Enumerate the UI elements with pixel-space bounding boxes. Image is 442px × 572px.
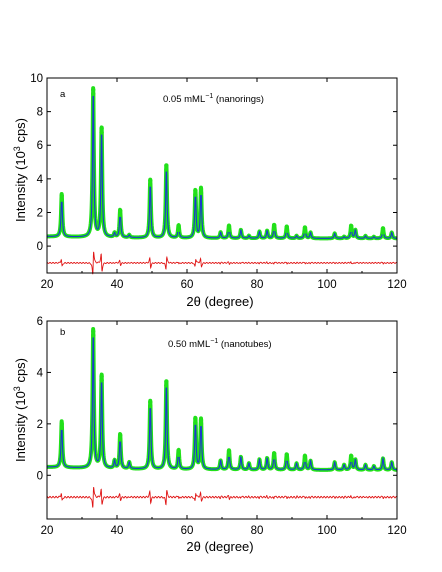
- panel-b-annotation: 0.50 mML−1 (nanotubes): [168, 338, 272, 350]
- panel-a-peak-marker-2: [99, 126, 104, 131]
- panel-b-peak-marker-7: [164, 379, 169, 384]
- panel-a-x-tick-label-2: 60: [181, 279, 194, 291]
- panel-b-peak-marker-low-20: [302, 457, 308, 463]
- panel-a-peak-marker-0: [59, 193, 64, 198]
- panel-a-x-tick-label-5: 120: [387, 279, 406, 291]
- panel-b-peak-marker-low-8: [176, 452, 181, 458]
- panel-b-x-tick-label-0: 20: [41, 525, 54, 537]
- panel-b-x-tick-label-2: 60: [181, 525, 194, 537]
- panel-a-x-axis-label: 2θ (degree): [186, 294, 253, 309]
- panel-b-peak-marker-low-9: [193, 420, 198, 425]
- panel-a-y-tick-label-3: 6: [37, 140, 43, 152]
- panel-a-peak-marker-4: [117, 208, 123, 214]
- panel-a-peak-marker-low-12: [226, 227, 232, 233]
- panel-b-peak-marker-17: [271, 451, 277, 456]
- panel-b-y-tick-label-2: 4: [37, 367, 44, 379]
- panel-a-peak-marker-7: [164, 163, 169, 168]
- panel-b-peak-marker-6: [148, 399, 153, 405]
- panel-a-peak-marker-12: [226, 223, 232, 229]
- panel-a-label: a: [60, 89, 66, 100]
- panel-b-peak-marker-10: [198, 417, 204, 423]
- panel-b-peak-marker-low-7: [164, 383, 169, 388]
- panel-b-peak-marker-low-18: [284, 456, 289, 461]
- panel-b-x-tick-label-5: 120: [387, 525, 406, 537]
- panel-a-peak-marker-low-17: [271, 226, 277, 232]
- panel-b-peak-marker-4: [117, 433, 123, 438]
- panel-a-peak-marker-20: [302, 225, 308, 230]
- panel-b-peak-marker-1: [91, 329, 96, 334]
- panel-b-peak-marker-low-12: [226, 452, 232, 458]
- panel-b-peak-marker-low-6: [148, 403, 153, 409]
- panel-a-peak-marker-low-7: [164, 167, 169, 172]
- panel-a-peak-marker-low-24: [348, 227, 354, 233]
- panel-a-x-tick-label-4: 100: [317, 279, 336, 291]
- panel-b-peak-marker-low-0: [59, 425, 64, 431]
- panel-a-peak-marker-8: [176, 223, 181, 229]
- panel-a-x-tick-label-1: 40: [111, 279, 124, 291]
- panel-b-y-axis-label: Intensity (103 cps): [12, 358, 28, 462]
- panel-b-x-tick-label-4: 100: [317, 525, 336, 537]
- panel-b-peak-marker-24: [348, 453, 354, 459]
- panel-a-peak-marker-6: [148, 178, 153, 183]
- panel-a-peak-marker-24: [348, 223, 354, 229]
- panel-a-peak-marker-low-18: [284, 228, 289, 233]
- panel-b-peak-marker-low-1: [91, 333, 96, 338]
- panel-a-y-tick-label-0: 0: [37, 241, 43, 253]
- panel-a: a 0.05 mML−1 (nanorings) 2θ (degree) Int…: [12, 73, 407, 309]
- panel-a-peak-marker-low-1: [91, 91, 96, 96]
- panel-b-peak-marker-18: [284, 452, 289, 457]
- panel-a-peak-marker-low-2: [99, 130, 104, 135]
- panel-b-y-tick-label-0: 0: [37, 470, 43, 482]
- panel-b-peak-marker-low-2: [99, 378, 104, 383]
- panel-b-y-tick-label-3: 6: [37, 316, 43, 328]
- panel-a-calculated-series: [47, 90, 398, 239]
- panel-b-peak-marker-20: [302, 453, 308, 459]
- panel-a-annotation: 0.05 mML−1 (nanorings): [163, 93, 264, 105]
- panel-b: b 0.50 mML−1 (nanotubes) 2θ (degree) Int…: [12, 316, 407, 554]
- panel-a-peak-marker-low-20: [302, 229, 308, 234]
- panel-b-x-tick-label-3: 80: [251, 525, 264, 537]
- panel-a-peak-marker-low-28: [380, 230, 386, 235]
- panel-b-peak-marker-low-4: [117, 437, 123, 442]
- panel-b-label: b: [60, 327, 65, 338]
- panel-b-peak-marker-low-24: [348, 457, 354, 463]
- panel-b-peak-marker-low-17: [271, 455, 277, 460]
- panel-b-calculated-series: [47, 331, 398, 471]
- panel-a-x-tick-label-3: 80: [251, 279, 264, 291]
- panel-a-peak-marker-18: [284, 224, 289, 229]
- panel-a-y-tick-label-2: 4: [37, 174, 44, 186]
- panel-a-peak-marker-low-9: [193, 192, 198, 197]
- panel-a-peak-marker-low-6: [148, 182, 153, 187]
- panel-b-peak-marker-9: [193, 416, 198, 421]
- panel-b-y-tick-label-1: 2: [37, 419, 43, 431]
- panel-a-peak-marker-low-10: [198, 190, 204, 196]
- panel-a-y-tick-label-4: 8: [37, 107, 43, 119]
- panel-a-y-tick-label-1: 2: [37, 207, 43, 219]
- panel-a-peak-marker-28: [380, 226, 386, 231]
- panel-a-peak-marker-low-8: [176, 227, 181, 233]
- panel-b-difference-series: [46, 487, 398, 508]
- panel-a-y-axis-label: Intensity (103 cps): [12, 118, 28, 222]
- panel-b-peak-marker-2: [99, 374, 104, 379]
- panel-b-peak-marker-low-10: [198, 421, 204, 427]
- panel-a-peak-marker-9: [193, 188, 198, 193]
- panel-b-x-axis-label: 2θ (degree): [186, 539, 253, 554]
- panel-a-peak-marker-17: [271, 222, 277, 228]
- panel-a-difference-series: [46, 251, 398, 275]
- panel-a-y-tick-label-5: 10: [30, 73, 43, 85]
- panel-a-peak-marker-low-4: [117, 212, 123, 218]
- panel-b-x-tick-label-1: 40: [111, 525, 124, 537]
- panel-a-peak-marker-low-0: [59, 197, 64, 202]
- panel-b-peak-marker-8: [176, 448, 181, 454]
- panel-a-x-tick-label-0: 20: [41, 279, 54, 291]
- panel-b-peak-marker-12: [226, 448, 232, 454]
- panel-b-peak-marker-0: [59, 421, 64, 427]
- panel-a-peak-marker-10: [198, 186, 204, 192]
- panel-a-peak-marker-1: [91, 87, 96, 92]
